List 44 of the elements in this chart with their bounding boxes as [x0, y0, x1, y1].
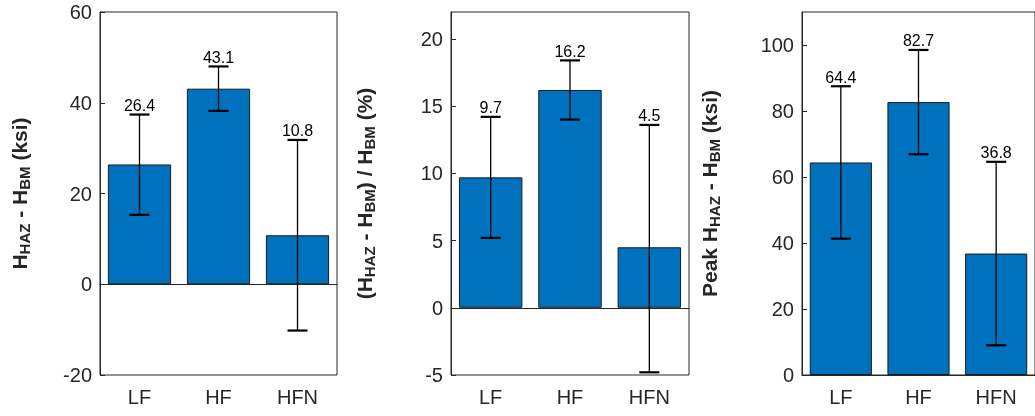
y-tick-label: 15 [420, 95, 443, 118]
x-tick-label: HFN [975, 386, 1017, 408]
x-tick-label: HF [205, 386, 232, 408]
x-tick-label: LF [478, 386, 503, 408]
y-tick-label: 60 [771, 166, 794, 188]
bar [186, 88, 251, 285]
y-tick-label: 40 [771, 232, 794, 254]
bar [538, 89, 602, 308]
y-tick-label: 80 [771, 100, 794, 122]
annotation: 82.7 [902, 32, 935, 50]
annotation: 36.8 [980, 144, 1012, 162]
y-tick-label: 40 [69, 91, 92, 114]
annotation: 16.2 [554, 42, 586, 60]
y-tick-label: 10 [420, 162, 443, 185]
y-tick-label: 0 [431, 296, 443, 319]
x-tick-label: HF [556, 386, 584, 408]
y-tick-label: 20 [420, 27, 443, 50]
annotation: 43.1 [202, 48, 235, 66]
x-tick-label: LF [127, 386, 152, 408]
x-tick-label: HFN [628, 386, 670, 408]
y-axis-title: HHAZ - HBM (ksi) [8, 117, 33, 270]
y-tick-label: -20 [63, 364, 92, 386]
annotation: 10.8 [281, 122, 314, 140]
y-axis-title: (HHAZ - HBM) / HBM (%) [353, 87, 378, 300]
annotation: 4.5 [638, 107, 661, 125]
x-tick-label: HFN [276, 386, 319, 408]
annotation: 9.7 [479, 99, 502, 117]
y-tick-label: -5 [425, 364, 443, 386]
y-axis-title: Peak HHAZ - HBM (ksi) [698, 89, 723, 298]
x-tick-label: LF [829, 386, 853, 408]
y-tick-label: 20 [771, 298, 794, 320]
y-tick-label: 60 [69, 1, 92, 23]
bar [265, 235, 330, 285]
y-tick-label: 0 [782, 364, 794, 386]
y-tick-label: 5 [431, 229, 443, 252]
y-tick-label: 20 [69, 182, 92, 205]
bar [617, 247, 682, 308]
annotation: 64.4 [825, 68, 857, 86]
y-tick-label: 100 [760, 34, 794, 56]
bar [458, 177, 523, 308]
bar [107, 164, 172, 285]
annotation: 26.4 [123, 97, 156, 115]
x-tick-label: HF [905, 386, 932, 408]
y-tick-label: 0 [80, 273, 92, 296]
